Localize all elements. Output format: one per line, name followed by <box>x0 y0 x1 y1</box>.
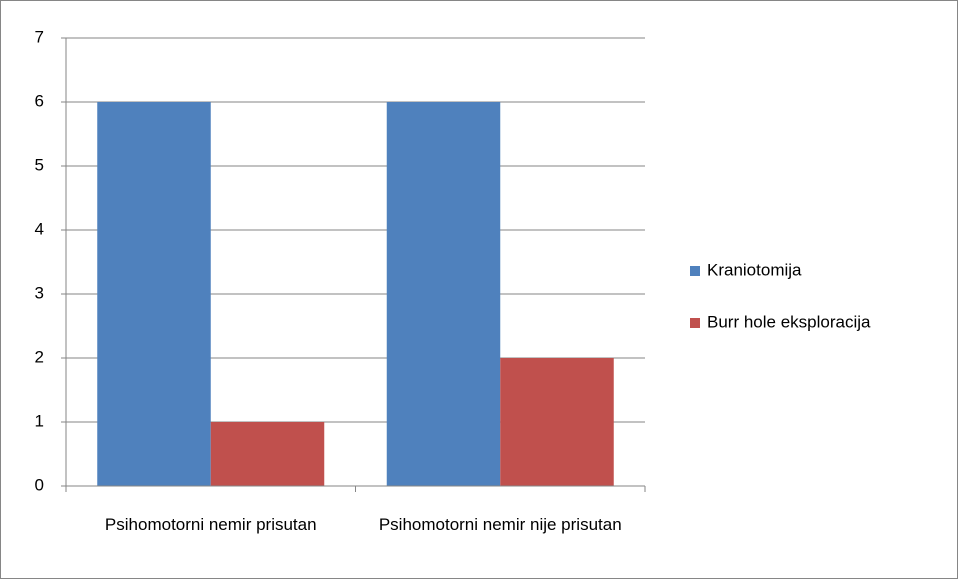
y-tick-label: 5 <box>35 155 44 174</box>
legend-label: Kraniotomija <box>707 260 802 279</box>
y-tick-label: 1 <box>35 411 44 430</box>
x-tick-label: Psihomotorni nemir prisutan <box>104 515 317 534</box>
bar <box>210 422 325 486</box>
y-tick-label: 0 <box>35 475 44 494</box>
y-tick-label: 3 <box>35 283 44 302</box>
bar <box>97 102 211 486</box>
y-tick-label: 7 <box>35 27 44 46</box>
legend-swatch <box>690 266 700 276</box>
y-tick-label: 2 <box>35 347 44 366</box>
bar <box>386 102 501 486</box>
legend-swatch <box>690 318 700 328</box>
x-tick-label: Psihomotorni nemir nije prisutan <box>378 515 622 534</box>
y-tick-label: 4 <box>35 219 44 238</box>
legend-label: Burr hole eksploracija <box>707 312 871 331</box>
y-tick-label: 6 <box>35 91 44 110</box>
bar <box>500 358 614 486</box>
